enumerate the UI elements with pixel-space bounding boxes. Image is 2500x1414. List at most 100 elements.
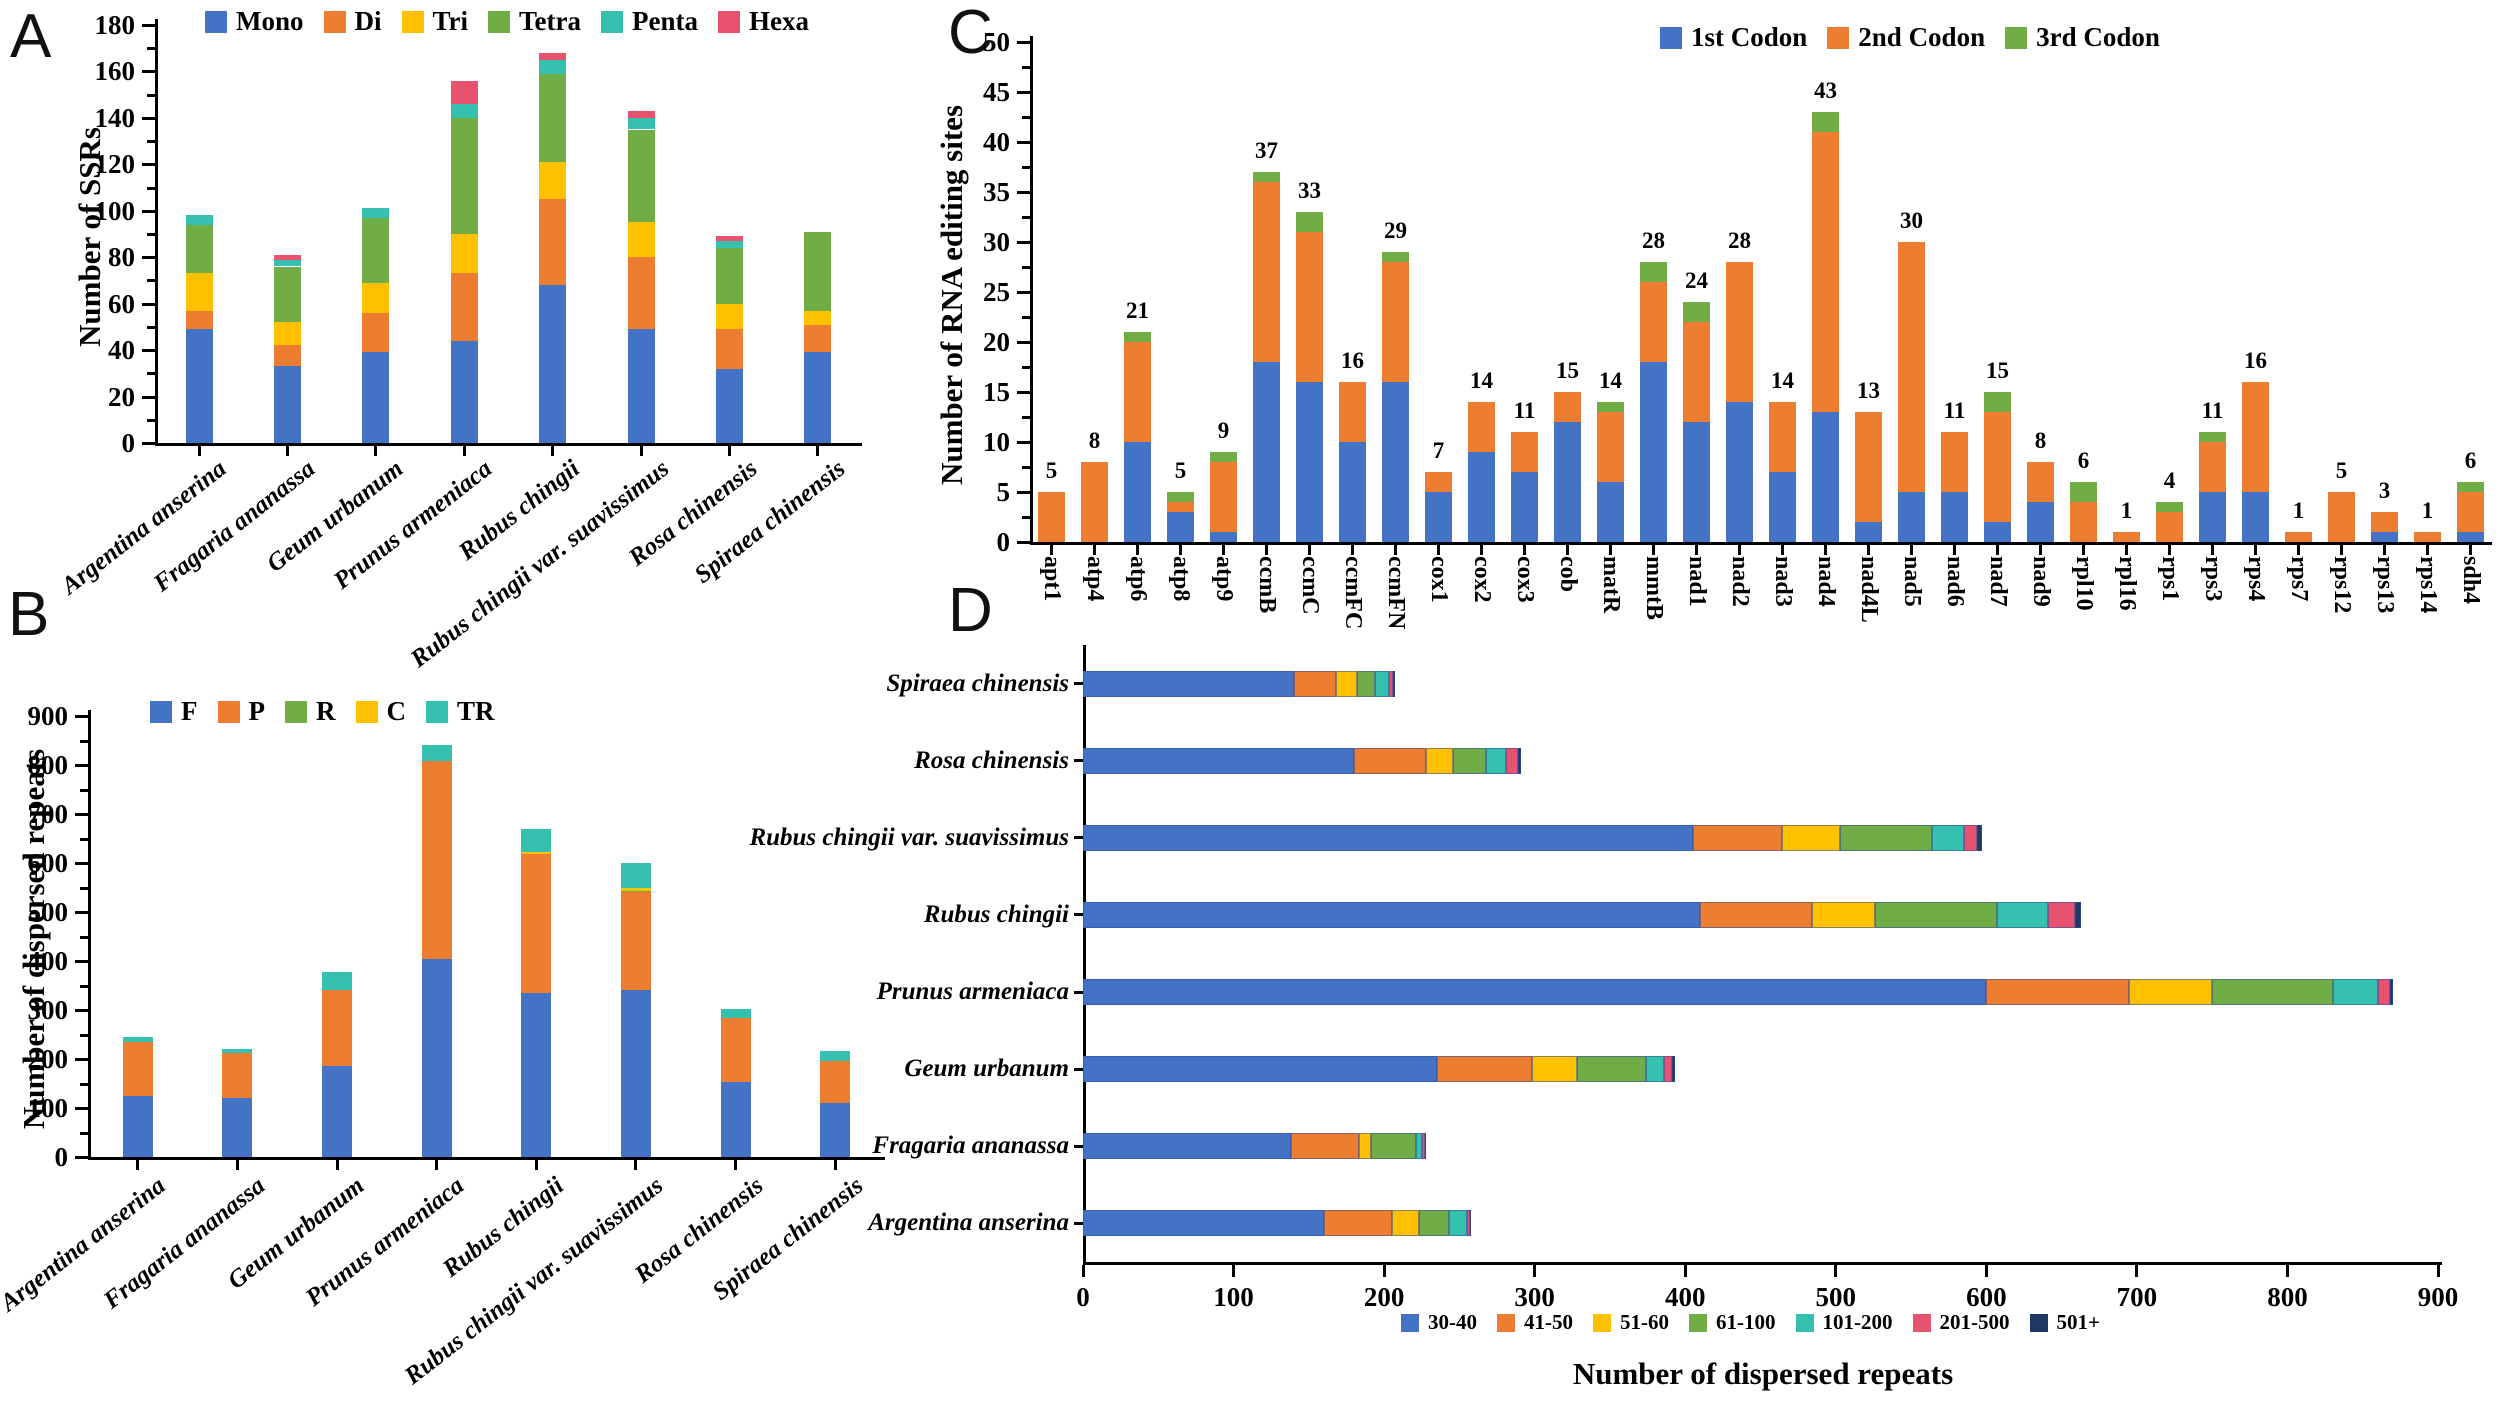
bar-segment-mono [450,340,478,443]
bar-segment-61-100 [1874,901,1997,928]
x-tick [1382,1265,1386,1277]
x-tick-label: 300 [1514,1282,1555,1312]
bar-segment-2nd-codon [1812,132,1839,412]
x-tick [1050,545,1053,555]
x-tick [374,446,378,456]
bar-value-label: 14 [1599,368,1622,393]
bar-segment-41-50 [1293,670,1336,697]
legend-swatch-tetra [488,10,510,33]
x-tick [1738,545,1741,555]
gene-label: ccmB [1253,556,1280,614]
gene-label: nad4L [1855,556,1882,623]
legend-item: Hexa [717,8,809,35]
y-tick [142,302,155,306]
bar-segment-201-500 [2048,901,2076,928]
bar-segment-51-60 [1531,1056,1577,1083]
bar-segment-2nd-codon [1081,462,1108,542]
legend-label: 30-40 [1428,1310,1478,1334]
y-tick [75,1156,88,1159]
gene-label: sdh4 [2457,556,2484,605]
bar-segment-30-40 [1083,747,1354,774]
bar-segment-2nd-codon [2285,532,2312,542]
bar-segment-201-500 [1506,747,1519,774]
bar-segment-1st-codon [1812,412,1839,542]
species-label: Rosa chinensis [914,746,1069,774]
y-tick [1074,759,1083,763]
x-tick [1867,545,1870,555]
y-tick [1017,291,1030,294]
bar-segment-51-60 [1781,824,1841,851]
bar-value-label: 15 [1986,358,2009,383]
y-tick [147,140,155,144]
x-tick [2469,545,2472,555]
x-tick [2135,1265,2139,1277]
x-tick [1523,545,1526,555]
legend-item: 51-60 [1593,1312,1669,1333]
gene-label: nad1 [1683,556,1710,607]
y-tick [1017,91,1030,94]
bar-segment-2nd-codon [2199,442,2226,492]
bar-segment-3rd-codon [1683,302,1710,322]
bar-segment-tri [185,273,213,311]
x-tick [462,446,466,456]
legend: F P R C TR [150,698,515,725]
bar-value-label: 21 [1126,298,1149,323]
x-tick [1652,545,1655,555]
legend-swatch-501+ [2029,1313,2048,1332]
bar-segment-51-60 [2129,979,2213,1006]
bar-segment-61-100 [1357,670,1376,697]
bar-segment-penta [627,117,655,130]
legend-label: 41-50 [1524,1310,1574,1334]
x-axis-line [155,443,862,446]
gene-label: nad2 [1726,556,1753,607]
bar-segment-tr [322,971,353,991]
bar-segment-c [620,888,651,891]
bar-value-label: 6 [2464,448,2477,473]
x-tick [551,446,555,456]
bar-segment-2nd-codon [1339,382,1366,442]
bar-segment-penta [274,259,302,267]
legend: Mono Di Tri Tetra Penta Hexa [205,8,829,35]
bar-value-label: 5 [1174,458,1187,483]
bar-value-label: 5 [2335,458,2348,483]
legend-swatch-mono [205,10,227,33]
gene-label: atp8 [1167,556,1194,602]
bar-value-label: 1 [2292,498,2305,523]
bar-segment-tr [222,1048,253,1054]
bar-value-label: 28 [1642,228,1665,253]
y-tick-label: 600 [27,848,69,878]
bar-segment-1st-codon [1339,442,1366,542]
legend-item: Penta [601,8,698,35]
bar-segment-f [620,990,651,1157]
x-tick-label: 600 [1966,1282,2007,1312]
bar-value-label: 6 [2077,448,2090,473]
bar-segment-penta [715,240,743,248]
legend-label: C [386,696,407,726]
y-tick-label: 60 [108,288,135,319]
y-tick [80,837,88,841]
bar-segment-tetra [274,266,302,323]
gene-label: rps13 [2371,556,2398,614]
gene-label: cox3 [1511,556,1538,603]
gene-label: nad6 [1941,556,1968,607]
bar-segment-30-40 [1083,824,1693,851]
y-tick [142,349,155,353]
x-tick-label: 100 [1213,1282,1254,1312]
x-tick [2436,1265,2440,1277]
gene-label: atp6 [1124,556,1151,602]
bar-segment-1st-codon [1769,472,1796,542]
bar-segment-1st-codon [2199,492,2226,542]
bar-segment-30-40 [1083,901,1701,928]
legend-item: F [150,698,198,725]
gene-label: rpl10 [2070,556,2097,611]
bar-segment-1st-codon [1124,442,1151,542]
legend-item: Tri [401,8,468,35]
x-tick [1394,545,1397,555]
x-tick [197,446,201,456]
legend-swatch-di [323,10,346,33]
gene-label: cox1 [1425,556,1452,603]
legend-label: F [181,696,198,726]
bar-segment-201-500 [1664,1056,1672,1083]
bar-segment-2nd-codon [1382,262,1409,382]
